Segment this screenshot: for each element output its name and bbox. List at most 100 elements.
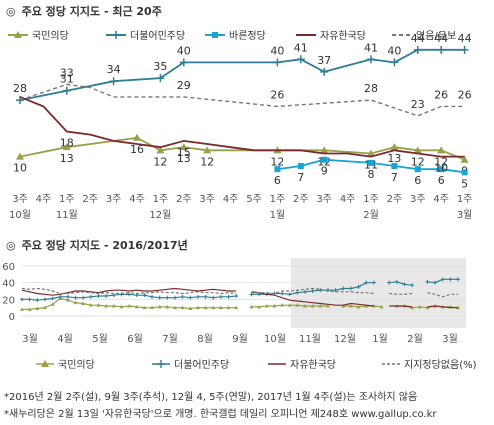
legend-marker-2: [212, 32, 218, 38]
data-label: 16: [130, 143, 144, 156]
trend-point: [81, 301, 86, 305]
data-point: [16, 152, 24, 160]
legend-label-0: 국민의당: [32, 30, 69, 42]
trend-point: [142, 293, 147, 298]
data-point: [390, 143, 399, 151]
x-month-label: 9월: [232, 333, 248, 345]
trend-point: [119, 304, 124, 309]
data-point: [274, 166, 281, 173]
data-point: [367, 149, 375, 157]
data-label: 8: [368, 168, 375, 181]
legend-label-1: 더불어민주당: [130, 30, 185, 42]
trend-line-2: [21, 287, 458, 309]
trend-point: [65, 294, 70, 299]
trend-point: [410, 305, 415, 310]
x-week-label: 1주: [153, 194, 169, 205]
x-week-label: 3주: [199, 194, 215, 205]
trend-point: [42, 297, 47, 302]
x-month-label: 6월: [127, 333, 143, 345]
y-tick-label: 0: [9, 312, 15, 323]
trend-point: [88, 294, 93, 299]
trend-point: [456, 277, 460, 282]
trend-point: [127, 292, 132, 297]
chart-2-title: ◎ 주요 정당 지지도 - 2016/2017년: [6, 237, 188, 253]
footnote-2: *새누리당은 2월 13일 '자유한국당'으로 개명. 한국갤럽 데일리 오피니…: [4, 409, 437, 420]
data-label: 40: [387, 44, 401, 57]
trend-point: [249, 304, 254, 309]
data-point: [438, 166, 445, 173]
x-week-label: 4주: [433, 194, 449, 205]
trend-point: [425, 279, 430, 284]
data-label: 6: [414, 174, 421, 187]
x-week-label: 1주: [270, 194, 286, 205]
trend-point: [111, 304, 116, 308]
data-point: [413, 146, 422, 154]
data-label: 15: [177, 146, 191, 159]
trend-point: [157, 295, 162, 300]
trend-point: [356, 304, 361, 309]
data-point: [461, 169, 468, 176]
data-label: 29: [177, 79, 191, 92]
trend-point: [295, 290, 300, 295]
legend2-label-3: 지지정당없음(%): [404, 358, 477, 371]
trend-point: [65, 298, 70, 302]
data-point: [320, 146, 329, 154]
trend-point: [226, 294, 231, 299]
footnote-1: *2016년 2월 2주(설), 9월 3주(추석), 12월 4, 5주(연말…: [4, 392, 418, 403]
x-month-label: 2월: [407, 333, 423, 345]
data-point: [437, 45, 446, 54]
trend-line-3: [21, 287, 458, 298]
x-month-label: 12월: [149, 209, 171, 221]
x-month-label: 5월: [92, 333, 108, 345]
trend-point: [50, 302, 55, 306]
data-point: [156, 74, 165, 83]
trend-point: [379, 304, 384, 309]
chart-1-title-marker: ◎: [6, 5, 16, 18]
data-point: [321, 156, 328, 163]
data-label: 10: [13, 162, 27, 175]
x-week-label: 2주: [176, 194, 192, 205]
x-week-label: 4주: [223, 194, 239, 205]
legend2-marker-0: [41, 360, 49, 367]
series-line-3: [19, 96, 465, 158]
trend-point: [356, 284, 361, 289]
data-label: 26: [458, 88, 472, 101]
trend-point: [165, 295, 170, 300]
data-label: 28: [13, 82, 27, 95]
x-week-label: 3주: [316, 194, 332, 205]
trend-point: [218, 305, 223, 310]
legend2-label-1: 더불어민주당: [174, 359, 229, 371]
trend-point: [88, 303, 93, 307]
trend-point: [157, 304, 162, 309]
trend-point: [287, 292, 292, 297]
trend-point: [410, 283, 415, 288]
data-point: [62, 143, 71, 151]
trend-point: [226, 305, 231, 310]
data-point: [367, 55, 375, 64]
trend-point: [104, 294, 109, 298]
data-point: [413, 45, 422, 54]
data-point: [179, 58, 188, 67]
trend-point: [50, 296, 55, 301]
trend-point: [394, 279, 399, 284]
trend-point: [188, 295, 193, 300]
trend-point: [303, 289, 308, 294]
x-week-label: 1주: [457, 194, 473, 205]
x-month-label: 3월: [442, 333, 458, 345]
x-week-label: 3주: [410, 194, 426, 205]
data-label: 33: [60, 66, 74, 79]
data-point: [179, 143, 188, 151]
data-label: 13: [60, 152, 74, 165]
trend-point: [20, 297, 24, 302]
x-month-label: 10월: [9, 209, 31, 221]
trend-point: [35, 298, 40, 303]
x-month-label: 11월: [56, 209, 78, 221]
trend-point: [195, 294, 200, 299]
data-point: [368, 159, 374, 166]
x-month-label: 4월: [57, 333, 73, 345]
data-point: [460, 45, 469, 54]
trend-point: [280, 303, 285, 307]
data-point: [273, 58, 282, 67]
trend-point: [203, 305, 208, 310]
